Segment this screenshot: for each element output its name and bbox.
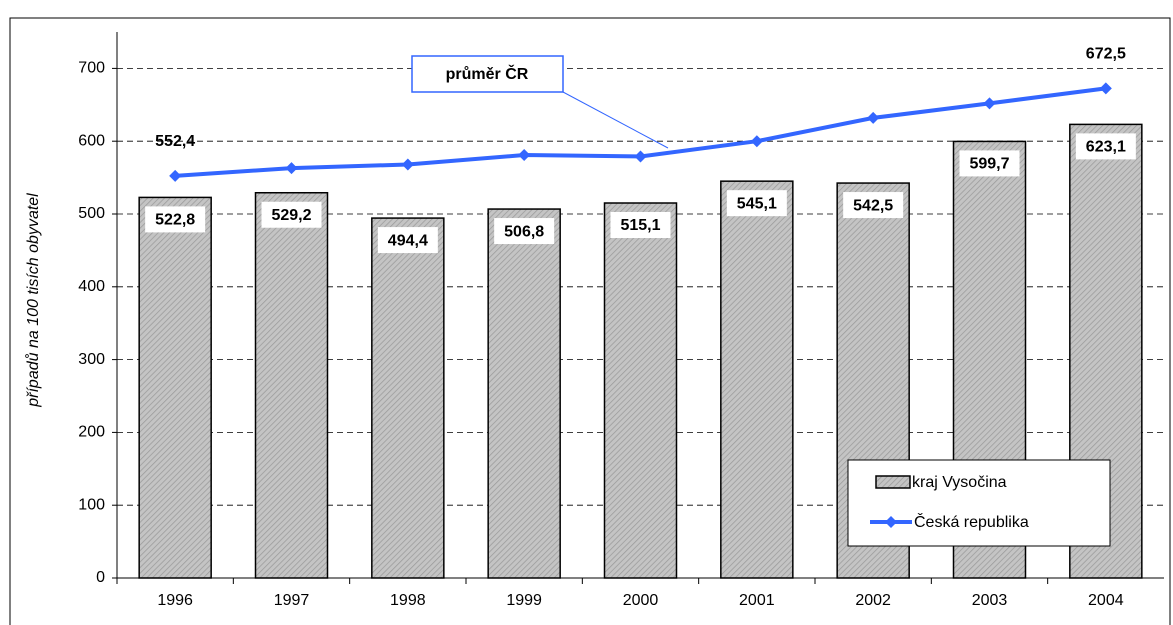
y-tick-label: 700	[78, 60, 105, 77]
data-label: 522,8	[155, 212, 195, 229]
x-tick-label: 2001	[739, 592, 775, 609]
data-label-bg	[377, 227, 438, 254]
data-label-bg	[261, 201, 322, 228]
legend-marker	[885, 516, 897, 528]
marker	[1099, 82, 1112, 95]
annotation: průměr ČR	[446, 64, 529, 83]
data-label-bg	[610, 212, 671, 239]
y-tick-label: 0	[96, 569, 105, 586]
legend-box	[847, 459, 1111, 547]
legend-swatch	[875, 475, 911, 489]
x-tick-label: 1997	[274, 592, 310, 609]
y-tick-label: 300	[78, 351, 105, 368]
data-label: 599,7	[969, 156, 1009, 173]
annotation-box	[411, 55, 564, 93]
marker	[401, 158, 414, 171]
data-label: 552,4	[155, 133, 195, 150]
bar	[371, 217, 445, 579]
data-label: 623,1	[1086, 139, 1126, 156]
y-tick-label: 500	[78, 205, 105, 222]
x-tick-label: 2000	[623, 592, 659, 609]
data-label: 515,1	[620, 217, 660, 234]
x-tick-label: 2003	[972, 592, 1008, 609]
data-label: 672,5	[1086, 46, 1126, 63]
data-label: 494,4	[388, 232, 428, 249]
marker	[750, 135, 763, 148]
marker	[518, 149, 531, 162]
marker	[285, 162, 298, 175]
marker	[983, 97, 996, 110]
annotation-arrow	[562, 91, 669, 149]
data-label-bg	[959, 150, 1020, 177]
bar	[603, 202, 678, 579]
x-tick-label: 1996	[157, 592, 193, 609]
data-label-bg	[145, 206, 206, 233]
x-tick-label: 1998	[390, 592, 426, 609]
legend-label: kraj Vysočina	[912, 474, 1007, 491]
y-tick-label: 400	[78, 278, 105, 295]
marker	[169, 169, 182, 182]
bar	[138, 196, 212, 579]
marker	[867, 111, 880, 124]
data-label: 545,1	[737, 195, 777, 212]
marker	[634, 150, 647, 163]
x-tick-label: 2002	[855, 592, 891, 609]
y-axis-label: případů na 100 tisích obyvatel	[24, 193, 42, 408]
data-label-bg	[726, 190, 787, 217]
x-tick-label: 1999	[506, 592, 542, 609]
data-label-bg	[843, 192, 904, 219]
x-tick-label: 2004	[1088, 592, 1124, 609]
bar	[487, 208, 561, 579]
data-label-bg	[494, 218, 555, 245]
data-label: 542,5	[853, 197, 893, 214]
bar	[254, 191, 329, 579]
bar	[720, 180, 794, 579]
y-tick-label: 200	[78, 424, 105, 441]
y-tick-label: 600	[78, 132, 105, 149]
data-label: 506,8	[504, 223, 544, 240]
legend-label: Česká republika	[914, 512, 1029, 531]
data-label-bg	[1075, 133, 1136, 160]
data-label: 529,2	[271, 207, 311, 224]
y-tick-label: 100	[78, 496, 105, 513]
